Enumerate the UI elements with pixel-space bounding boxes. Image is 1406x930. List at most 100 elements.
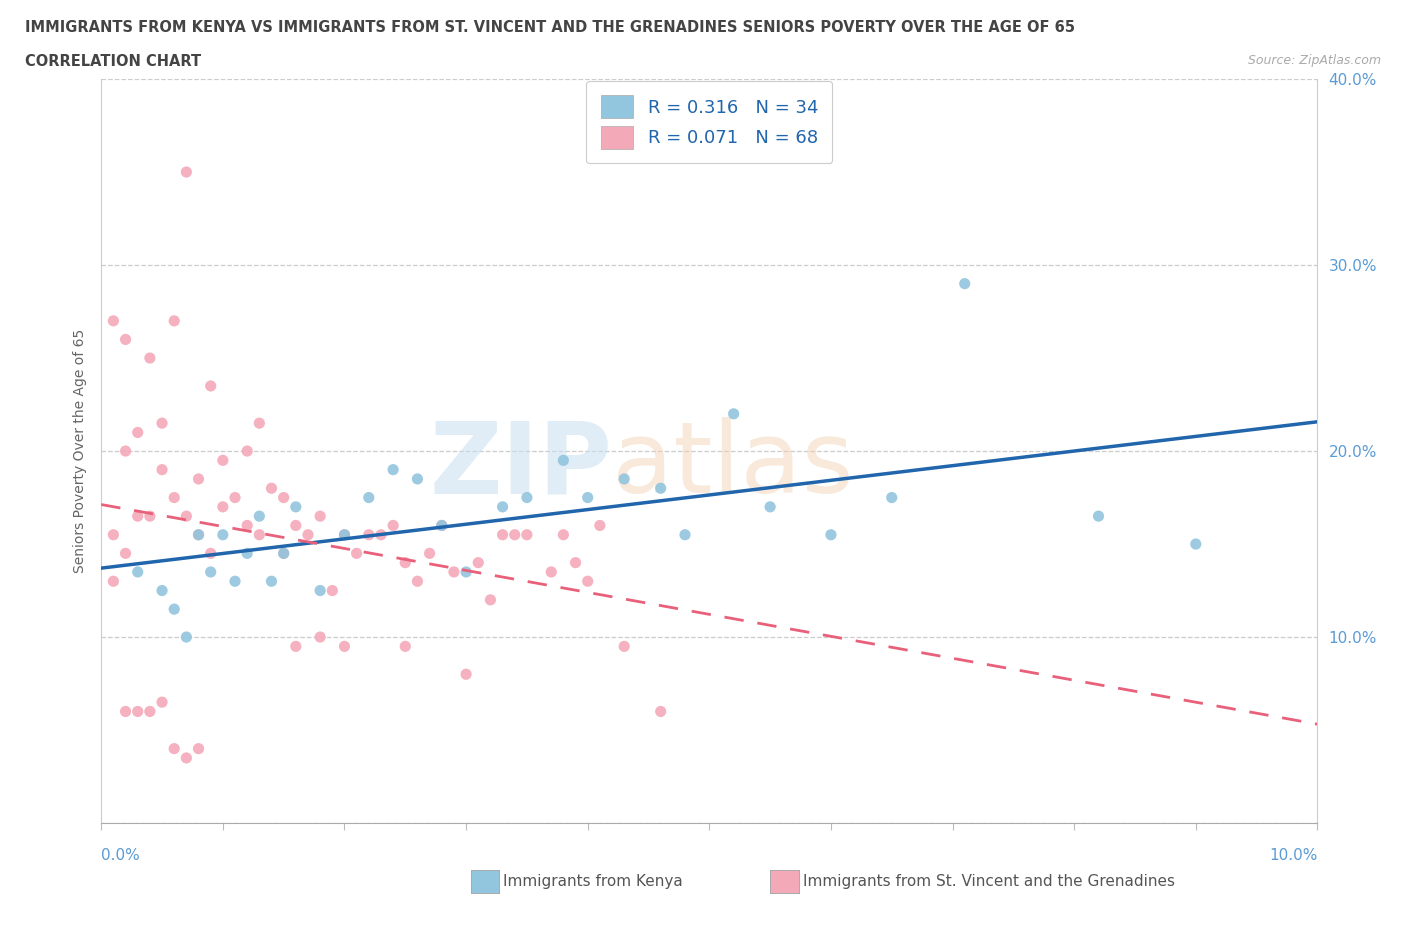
Text: Source: ZipAtlas.com: Source: ZipAtlas.com	[1247, 54, 1381, 67]
Point	[114, 546, 136, 561]
Text: IMMIGRANTS FROM KENYA VS IMMIGRANTS FROM ST. VINCENT AND THE GRENADINES SENIORS : IMMIGRANTS FROM KENYA VS IMMIGRANTS FROM…	[25, 20, 1076, 35]
Point	[370, 527, 392, 542]
Point	[613, 639, 636, 654]
Point	[443, 565, 465, 579]
Point	[163, 602, 186, 617]
Point	[224, 490, 246, 505]
Point	[430, 518, 453, 533]
Point	[224, 574, 246, 589]
Point	[114, 332, 136, 347]
Point	[516, 490, 538, 505]
Point	[479, 592, 502, 607]
Point	[503, 527, 526, 542]
Text: Immigrants from Kenya: Immigrants from Kenya	[503, 874, 683, 889]
Point	[333, 527, 356, 542]
Legend: R = 0.316   N = 34, R = 0.071   N = 68: R = 0.316 N = 34, R = 0.071 N = 68	[586, 81, 832, 163]
Point	[284, 518, 307, 533]
Point	[284, 639, 307, 654]
Point	[273, 546, 295, 561]
Point	[127, 425, 149, 440]
Text: CORRELATION CHART: CORRELATION CHART	[25, 54, 201, 69]
Point	[236, 546, 259, 561]
Point	[357, 527, 380, 542]
Point	[139, 704, 162, 719]
Point	[491, 499, 513, 514]
Point	[236, 518, 259, 533]
Point	[163, 741, 186, 756]
Point	[247, 527, 270, 542]
Point	[394, 555, 416, 570]
Point	[613, 472, 636, 486]
Point	[406, 574, 429, 589]
Point	[382, 462, 405, 477]
Point	[540, 565, 562, 579]
Point	[589, 518, 612, 533]
Point	[211, 499, 233, 514]
Point	[187, 527, 209, 542]
Point	[236, 444, 259, 458]
Point	[491, 527, 513, 542]
Point	[150, 416, 173, 431]
Point	[273, 490, 295, 505]
Point	[187, 527, 209, 542]
Text: 10.0%: 10.0%	[1270, 848, 1317, 863]
Point	[163, 313, 186, 328]
Point	[576, 574, 599, 589]
Point	[953, 276, 976, 291]
Point	[200, 379, 222, 393]
Point	[163, 490, 186, 505]
Point	[150, 583, 173, 598]
Point	[880, 490, 903, 505]
Point	[200, 565, 222, 579]
Point	[247, 509, 270, 524]
Point	[576, 490, 599, 505]
Point	[211, 527, 233, 542]
Point	[284, 499, 307, 514]
Point	[247, 416, 270, 431]
Y-axis label: Seniors Poverty Over the Age of 65: Seniors Poverty Over the Age of 65	[73, 329, 87, 573]
Point	[139, 351, 162, 365]
Point	[150, 695, 173, 710]
Point	[382, 518, 405, 533]
Point	[333, 527, 356, 542]
Point	[176, 165, 198, 179]
Point	[346, 546, 368, 561]
Point	[357, 490, 380, 505]
Point	[127, 509, 149, 524]
Text: 0.0%: 0.0%	[101, 848, 141, 863]
Point	[333, 639, 356, 654]
Point	[187, 472, 209, 486]
Point	[309, 509, 332, 524]
Point	[394, 639, 416, 654]
Text: Immigrants from St. Vincent and the Grenadines: Immigrants from St. Vincent and the Gren…	[803, 874, 1175, 889]
Point	[309, 630, 332, 644]
Point	[211, 453, 233, 468]
Point	[673, 527, 696, 542]
Point	[723, 406, 745, 421]
Point	[273, 546, 295, 561]
Point	[1185, 537, 1208, 551]
Point	[114, 444, 136, 458]
Point	[127, 565, 149, 579]
Point	[419, 546, 441, 561]
Point	[150, 462, 173, 477]
Point	[650, 481, 672, 496]
Point	[564, 555, 586, 570]
Point	[114, 704, 136, 719]
Point	[103, 527, 125, 542]
Point	[187, 741, 209, 756]
Point	[650, 704, 672, 719]
Point	[103, 313, 125, 328]
Point	[759, 499, 782, 514]
Text: ZIP: ZIP	[429, 418, 612, 514]
Text: atlas: atlas	[612, 418, 853, 514]
Point	[297, 527, 319, 542]
Point	[103, 574, 125, 589]
Point	[260, 574, 283, 589]
Point	[430, 518, 453, 533]
Point	[820, 527, 842, 542]
Point	[127, 704, 149, 719]
Point	[456, 565, 478, 579]
Point	[176, 630, 198, 644]
Point	[176, 509, 198, 524]
